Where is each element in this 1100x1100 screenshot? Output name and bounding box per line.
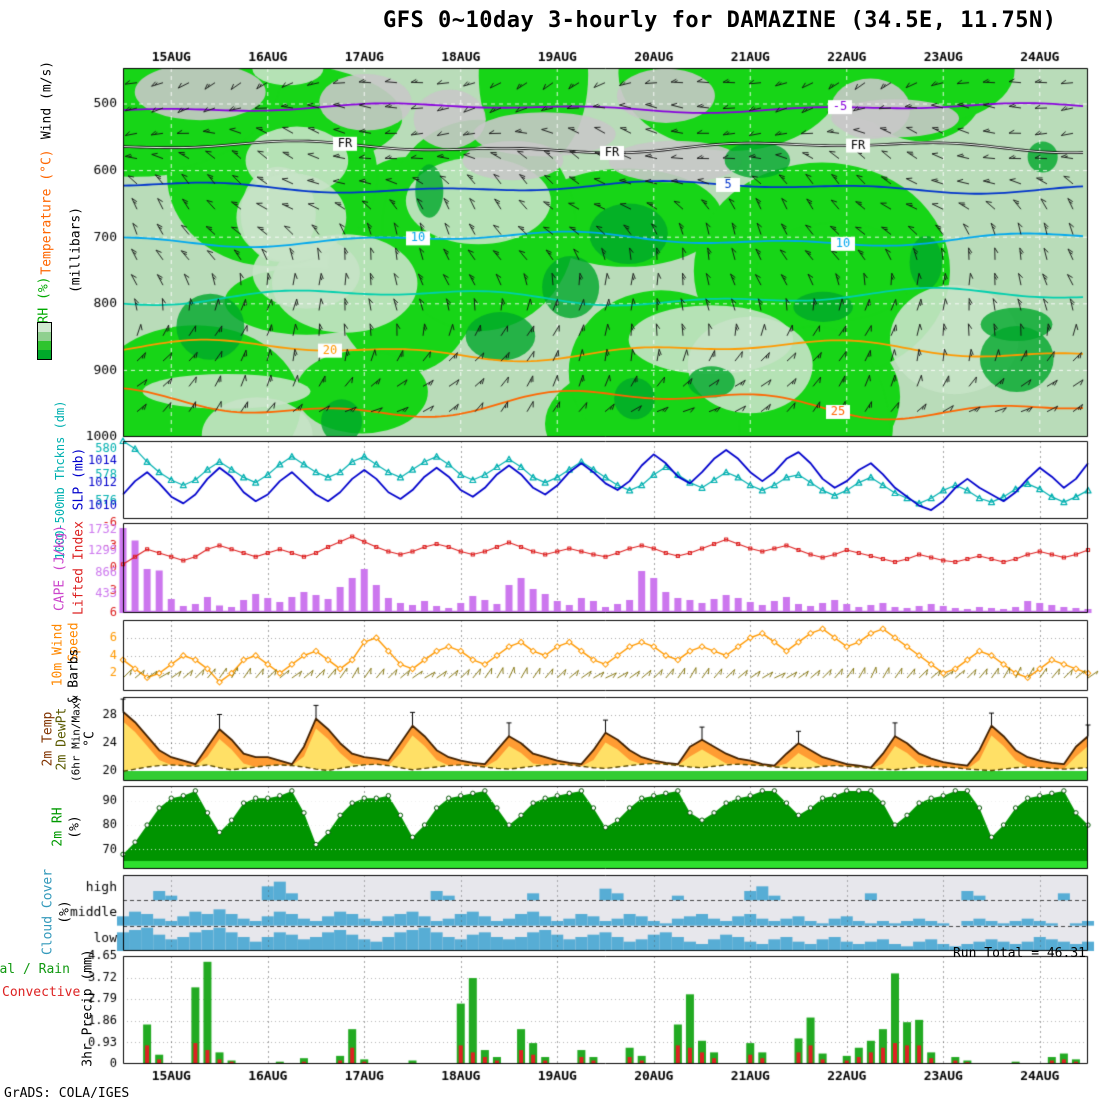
wind10m-axis-label: 10m Wind	[50, 623, 66, 687]
rh-axis-label: RH (%)	[36, 276, 52, 324]
rh-colorbar-swatch	[38, 350, 51, 359]
total-rain-label: Total / Rain	[0, 962, 70, 977]
page-title: GFS 0~10day 3-hourly for DAMAZINE (34.5E…	[383, 8, 1057, 33]
grads-credit: GrADS: COLA/IGES	[4, 1086, 130, 1100]
lifted-index-axis-label: Lifted Index	[71, 521, 87, 615]
rh-colorbar-swatch	[38, 332, 51, 341]
slp-axis-label: SLP (mb)	[71, 447, 87, 511]
rh-colorbar	[37, 322, 52, 360]
rh-colorbar-swatch	[38, 323, 51, 332]
cape-axis-label: CAPE (J/kg)	[52, 524, 68, 612]
run-total-label: Run Total = 46.31	[952, 946, 1086, 961]
millibars-axis-label: (millibars)	[68, 206, 84, 294]
wind-axis-label: Wind (m/s)	[39, 60, 55, 140]
rh2m-pct-axis-label: (%)	[67, 815, 83, 839]
dewpt2m-axis-label: 2m DewPt	[54, 707, 70, 771]
cloud-cover-axis-label: Cloud Cover	[40, 868, 56, 956]
rh-colorbar-swatch	[38, 341, 51, 350]
temp2m-axis-label: 2m Temp	[40, 711, 56, 767]
temperature-axis-label: Temperature (°C)	[39, 149, 55, 275]
convective-label: Convective	[2, 985, 81, 1000]
minmax-axis-label: (6hr Min/Max)	[69, 695, 83, 783]
degc-axis-label: °C	[82, 731, 98, 747]
cloud-pct-axis-label: (%)	[57, 900, 73, 924]
rh2m-axis-label: 2m RH	[50, 807, 66, 847]
precip3hr-axis-label: 3hr Precip (mm)	[80, 949, 96, 1067]
